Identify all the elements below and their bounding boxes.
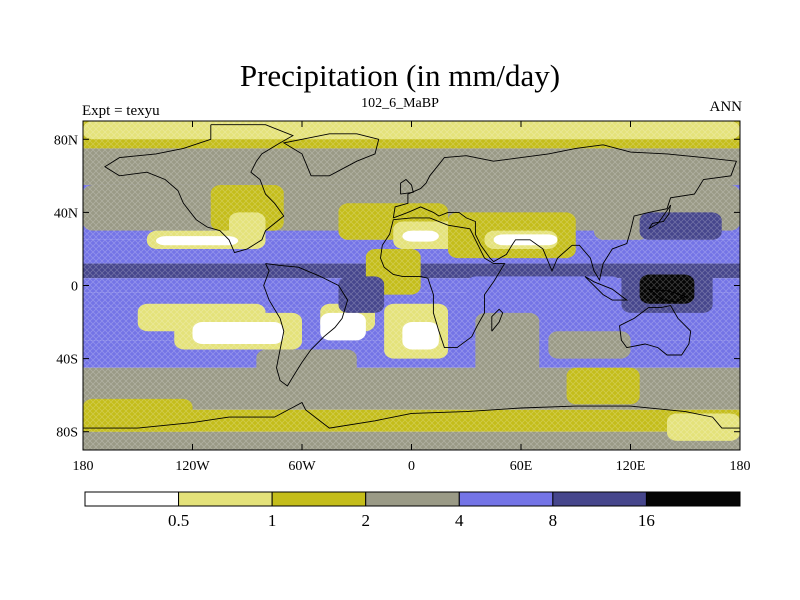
lon-tick-label: 180 <box>730 459 751 474</box>
colorbar-label: 2 <box>361 511 370 530</box>
season-label: ANN <box>709 99 743 115</box>
coastline <box>104 124 294 254</box>
colorbar-label: 0.5 <box>168 511 189 530</box>
lon-tick-label: 180 <box>73 459 94 474</box>
colorbar: 0.5 1 2 4 8 16 <box>84 491 741 530</box>
colorbar-swatch <box>84 491 180 507</box>
stipple-overlay <box>83 121 740 450</box>
experiment-label: Expt = texyu <box>82 103 160 119</box>
coastlines <box>83 124 740 429</box>
lat-tick-label: 40S <box>56 353 78 368</box>
coastline <box>392 144 738 282</box>
colorbar-swatch <box>458 491 554 507</box>
colorbar-label: 4 <box>455 511 464 530</box>
colorbar-swatch <box>365 491 460 507</box>
lon-tick-label: 120W <box>175 459 210 474</box>
colorbar-swatch <box>271 491 367 507</box>
plot-title: Precipitation (in mm/day) <box>239 58 561 93</box>
lon-tick-label: 0 <box>408 459 415 474</box>
lat-tick-label: 80S <box>56 426 78 441</box>
lat-tick-label: 80N <box>54 133 78 148</box>
coastline <box>282 133 380 177</box>
coastline <box>491 308 504 332</box>
plot-subtitle: 102_6_MaBP <box>361 96 439 111</box>
colorbar-swatch <box>178 491 273 507</box>
colorbar-swatch <box>645 491 741 507</box>
lon-tick-label: 120E <box>616 459 646 474</box>
colorbar-swatch <box>552 491 647 507</box>
lon-tick-label: 60E <box>510 459 533 474</box>
lon-tick-label: 60W <box>288 459 316 474</box>
coastline <box>400 178 414 195</box>
colorbar-label: 1 <box>268 511 277 530</box>
coastline <box>648 204 672 230</box>
coastline <box>263 263 349 387</box>
colorbar-label: 16 <box>638 511 655 530</box>
lat-tick-label: 0 <box>71 280 78 295</box>
coastline <box>584 276 629 301</box>
coastline <box>648 288 687 303</box>
coastline <box>380 217 506 349</box>
coastline <box>83 401 740 429</box>
lat-tick-label: 40N <box>54 206 78 221</box>
coastline <box>619 305 692 356</box>
colorbar-label: 8 <box>549 511 558 530</box>
axis-ticks: 180 120W 60W 0 60E 120E 180 80N 40N 0 40S 80S <box>54 121 751 474</box>
